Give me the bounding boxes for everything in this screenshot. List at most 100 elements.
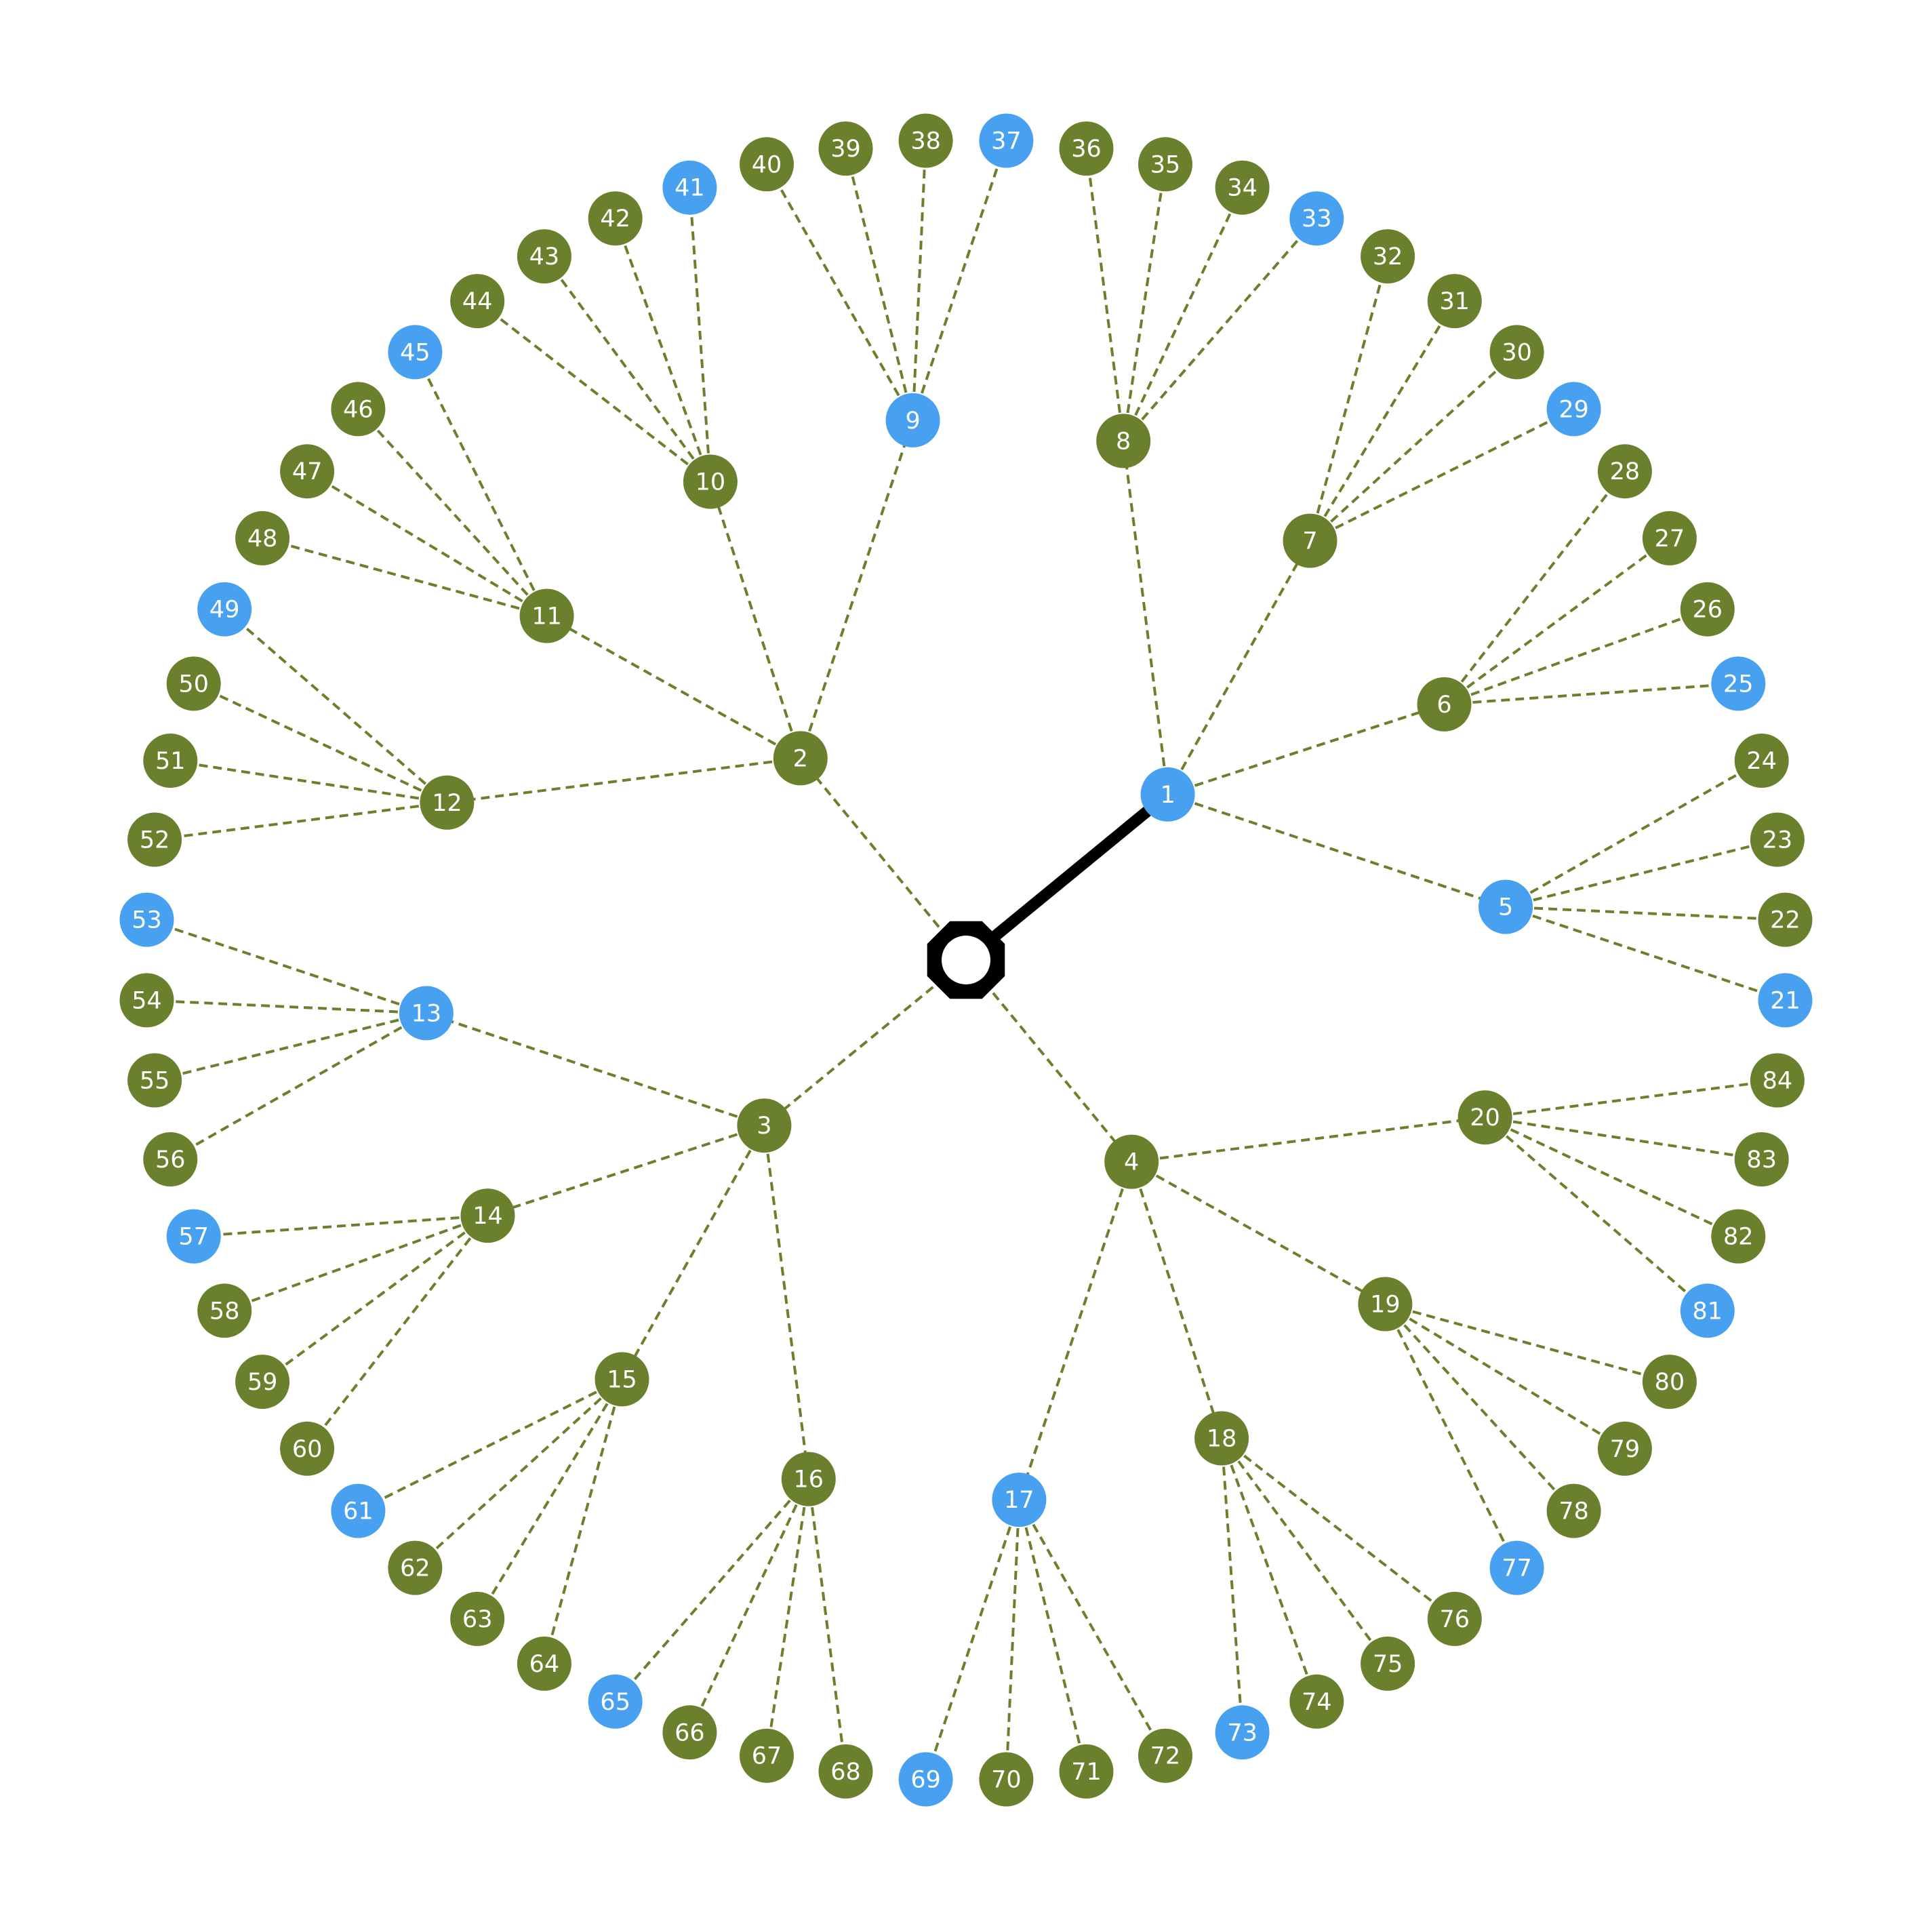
tree-node-44: 44 bbox=[450, 274, 505, 329]
tree-node-30: 30 bbox=[1489, 325, 1544, 380]
tree-node-43: 43 bbox=[517, 229, 571, 284]
edge-18-73 bbox=[1220, 1438, 1244, 1733]
node-label: 3 bbox=[757, 1113, 771, 1140]
node-label: 50 bbox=[178, 671, 209, 698]
tree-node-22: 22 bbox=[1758, 892, 1813, 947]
tree-node-52: 52 bbox=[127, 812, 182, 867]
edge-1-8 bbox=[1122, 441, 1169, 795]
node-circle bbox=[683, 454, 738, 509]
edge-12-50 bbox=[193, 682, 448, 804]
edge-17-71 bbox=[1018, 1499, 1088, 1772]
edge-4-20 bbox=[1131, 1116, 1485, 1163]
node-circle bbox=[197, 1283, 252, 1338]
node-circle bbox=[235, 1355, 290, 1409]
node-label: 22 bbox=[1770, 907, 1800, 934]
tree-node-59: 59 bbox=[235, 1355, 290, 1409]
node-label: 59 bbox=[247, 1369, 278, 1396]
tree-node-42: 42 bbox=[588, 191, 643, 246]
edge-8-35 bbox=[1122, 163, 1167, 441]
node-circle bbox=[1711, 1209, 1766, 1264]
node-circle bbox=[1361, 229, 1415, 284]
tree-node-4: 4 bbox=[1104, 1134, 1159, 1189]
node-label: 28 bbox=[1610, 458, 1641, 485]
node-label: 40 bbox=[752, 151, 782, 178]
node-circle bbox=[1059, 121, 1114, 176]
node-label: 69 bbox=[910, 1767, 941, 1794]
node-label: 12 bbox=[432, 790, 462, 817]
edge-9-37 bbox=[911, 140, 1008, 421]
node-circle bbox=[979, 113, 1034, 168]
node-label: 54 bbox=[132, 987, 162, 1014]
edge-13-53 bbox=[146, 918, 427, 1015]
tree-node-36: 36 bbox=[1059, 121, 1114, 176]
node-label: 16 bbox=[794, 1466, 824, 1494]
node-label: 53 bbox=[132, 907, 162, 934]
root-layer bbox=[927, 921, 1005, 999]
node-label: 26 bbox=[1693, 597, 1723, 624]
edge-16-68 bbox=[807, 1479, 847, 1772]
node-label: 65 bbox=[600, 1689, 630, 1716]
edge-2-10 bbox=[708, 481, 802, 759]
node-label: 56 bbox=[155, 1146, 186, 1174]
edge-5-21 bbox=[1505, 905, 1786, 1002]
tree-node-12: 12 bbox=[420, 775, 475, 830]
node-circle bbox=[1642, 1355, 1697, 1409]
edge-20-84 bbox=[1485, 1079, 1778, 1119]
tree-node-80: 80 bbox=[1642, 1355, 1697, 1409]
node-circle bbox=[1734, 1132, 1789, 1186]
edge-15-64 bbox=[543, 1378, 624, 1664]
node-circle bbox=[280, 444, 335, 499]
node-label: 4 bbox=[1124, 1149, 1139, 1176]
tree-node-26: 26 bbox=[1680, 582, 1735, 637]
edge-7-32 bbox=[1308, 256, 1389, 542]
tree-node-71: 71 bbox=[1059, 1744, 1114, 1799]
edge-11-48 bbox=[262, 537, 548, 618]
tree-node-39: 39 bbox=[818, 121, 873, 176]
node-circle bbox=[1427, 274, 1482, 329]
node-label: 76 bbox=[1440, 1606, 1470, 1633]
edge-8-33 bbox=[1122, 217, 1318, 442]
node-circle bbox=[1427, 1591, 1482, 1646]
node-circle bbox=[1489, 325, 1544, 380]
tree-node-45: 45 bbox=[388, 325, 443, 380]
node-label: 82 bbox=[1723, 1224, 1754, 1251]
tree-node-76: 76 bbox=[1427, 1591, 1482, 1646]
node-label: 49 bbox=[209, 597, 240, 624]
node-circle bbox=[898, 113, 953, 168]
node-circle bbox=[1680, 582, 1735, 637]
edge-8-34 bbox=[1122, 186, 1244, 442]
node-circle bbox=[773, 731, 828, 786]
edge-14-59 bbox=[261, 1214, 489, 1383]
edge-10-43 bbox=[543, 255, 712, 483]
tree-node-57: 57 bbox=[166, 1209, 221, 1264]
edge-11-47 bbox=[306, 470, 548, 618]
node-circle bbox=[127, 812, 182, 867]
node-label: 33 bbox=[1302, 205, 1332, 233]
edge-15-61 bbox=[357, 1378, 623, 1513]
node-circle bbox=[818, 121, 873, 176]
tree-node-1: 1 bbox=[1140, 767, 1195, 822]
edge-15-63 bbox=[476, 1378, 624, 1620]
edge-2-9 bbox=[799, 420, 914, 759]
node-label: 47 bbox=[292, 458, 323, 485]
tree-node-69: 69 bbox=[898, 1752, 953, 1807]
edge-16-65 bbox=[614, 1478, 810, 1703]
node-label: 43 bbox=[529, 243, 560, 271]
node-circle bbox=[280, 1421, 335, 1476]
node-label: 61 bbox=[343, 1498, 374, 1525]
edge-12-51 bbox=[169, 759, 447, 804]
tree-node-48: 48 bbox=[235, 511, 290, 565]
tree-node-64: 64 bbox=[517, 1636, 571, 1691]
tree-node-84: 84 bbox=[1750, 1053, 1805, 1108]
edge-7-31 bbox=[1308, 300, 1456, 542]
node-label: 37 bbox=[991, 128, 1022, 155]
node-circle bbox=[166, 1209, 221, 1264]
edge-12-52 bbox=[154, 801, 447, 841]
tree-node-2: 2 bbox=[773, 731, 828, 786]
tree-node-14: 14 bbox=[460, 1188, 515, 1243]
node-label: 83 bbox=[1746, 1146, 1777, 1174]
tree-node-28: 28 bbox=[1597, 444, 1652, 499]
node-circle bbox=[119, 973, 174, 1028]
tree-node-13: 13 bbox=[399, 986, 454, 1041]
